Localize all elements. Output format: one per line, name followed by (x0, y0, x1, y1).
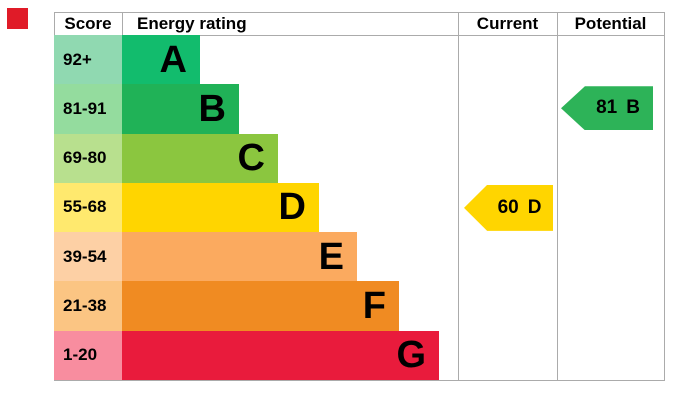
score-column-divider (122, 12, 123, 35)
band-bar-d: D (122, 182, 319, 233)
current-column-header: Current (476, 14, 539, 33)
band-grade-letter-f: F (362, 285, 386, 328)
potential-rating-value: 81 (596, 97, 618, 119)
band-score-range-e: 39-54 (54, 232, 122, 282)
header-left-border (54, 12, 55, 35)
energy-rating-table: Score Energy rating Current Potential 92… (54, 12, 665, 381)
current-rating-grade: D (527, 196, 542, 218)
score-column-header: Score (64, 14, 112, 33)
band-row-e: 39-54 E (54, 232, 665, 282)
band-grade-letter-c: C (237, 137, 265, 180)
rating-bands: 92+ A 81-91 B 69-80 C 55-68 D 39-54 E 21-38 F 1-20 G (54, 35, 665, 380)
band-score-range-d: 55-68 (54, 182, 122, 233)
energy-rating-column-header: Energy rating (137, 14, 247, 33)
band-grade-letter-g: G (396, 334, 426, 377)
band-score-range-f: 21-38 (54, 281, 122, 331)
potential-column-header: Potential (574, 14, 647, 33)
band-bar-f: F (122, 281, 399, 331)
band-bar-c: C (122, 133, 278, 183)
potential-rating-label: 81 B (561, 97, 653, 119)
band-grade-letter-a: A (159, 38, 187, 81)
band-score-range-g: 1-20 (54, 330, 122, 380)
band-grade-letter-d: D (278, 186, 306, 229)
table-top-border (54, 12, 665, 13)
current-rating-label: 60 D (464, 197, 553, 219)
table-bottom-border (54, 380, 665, 381)
band-row-c: 69-80 C (54, 133, 665, 183)
band-score-range-c: 69-80 (54, 133, 122, 183)
table-right-border (664, 12, 665, 381)
band-grade-letter-b: B (198, 87, 226, 130)
band-bar-b: B (122, 84, 239, 134)
band-bar-g: G (122, 330, 439, 380)
band-score-range-b: 81-91 (54, 84, 122, 134)
red-square-marker (7, 8, 28, 29)
band-row-a: 92+ A (54, 35, 665, 85)
band-score-range-a: 92+ (54, 35, 122, 85)
potential-rating-arrow: 81 B (561, 86, 653, 131)
potential-column-divider (557, 12, 558, 381)
band-row-d: 55-68 D (54, 182, 665, 233)
band-grade-letter-e: E (318, 235, 344, 278)
current-rating-value: 60 (497, 196, 519, 218)
band-bar-a: A (122, 35, 200, 85)
band-bar-e: E (122, 232, 357, 282)
band-row-g: 1-20 G (54, 330, 665, 380)
band-row-f: 21-38 F (54, 281, 665, 331)
header-bottom-border (54, 35, 665, 36)
potential-rating-grade: B (626, 97, 640, 119)
current-column-divider (458, 12, 459, 381)
band-row-b: 81-91 B (54, 84, 665, 134)
